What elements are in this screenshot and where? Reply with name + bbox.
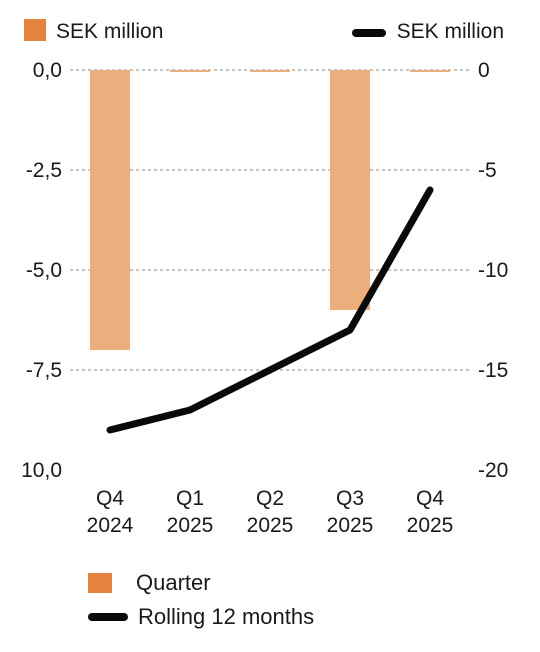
x-tick-label-line: 2025 [167,514,214,537]
left-axis-key-swatch [24,19,46,41]
x-tick-label-line: Q1 [176,487,204,510]
right-tick-label: -5 [478,159,497,182]
legend-item-quarter: Quarter [88,570,211,596]
x-tick-label: Q4 2025 [407,487,454,537]
bar [250,70,290,72]
quarter-bars [90,70,450,350]
right-tick-label: -10 [478,259,508,282]
x-tick-label-line: 2025 [327,514,374,537]
x-tick-label-line: 2025 [407,514,454,537]
left-tick-label: 10,0 [21,459,62,482]
legend-label-rolling: Rolling 12 months [138,604,315,629]
x-tick-label: Q2 2025 [247,487,294,537]
left-tick-label: 0,0 [33,59,62,82]
legend-label-quarter: Quarter [136,570,211,595]
x-tick-label-line: Q2 [256,487,284,510]
right-axis-label: SEK million [397,20,504,43]
x-axis-labels: Q4 2024 Q1 2025 Q2 2025 Q3 2025 Q4 2025 [87,487,454,537]
right-tick-label: 0 [478,59,490,82]
x-tick-label: Q4 2024 [87,487,134,537]
x-tick-label-line: Q3 [336,487,364,510]
x-tick-label-line: Q4 [96,487,124,510]
x-tick-label: Q3 2025 [327,487,374,537]
x-tick-label-line: Q4 [416,487,444,510]
bar [170,70,210,72]
chart: SEK million SEK million 0,0 -2,5 -5,0 -7,5 1… [21,19,508,537]
legend-item-rolling: Rolling 12 months [88,604,314,630]
left-tick-label: -5,0 [26,259,62,282]
right-tick-label: -20 [478,459,508,482]
left-tick-label: -7,5 [26,359,62,382]
bar [90,70,130,350]
legend-swatch-quarter [88,573,112,593]
rolling-12-months-line [106,186,434,434]
left-axis-ticks: 0,0 -2,5 -5,0 -7,5 10,0 [21,59,62,482]
right-axis-ticks: 0 -5 -10 -15 -20 [478,59,508,482]
x-tick-label: Q1 2025 [167,487,214,537]
x-tick-label-line: 2025 [247,514,294,537]
left-axis-label: SEK million [56,20,163,43]
right-tick-label: -15 [478,359,508,382]
legend-swatch-rolling [88,613,128,621]
x-tick-label-line: 2024 [87,514,134,537]
bar [410,70,450,72]
rolling-line-path [106,186,434,434]
bar [330,70,370,310]
left-tick-label: -2,5 [26,159,62,182]
